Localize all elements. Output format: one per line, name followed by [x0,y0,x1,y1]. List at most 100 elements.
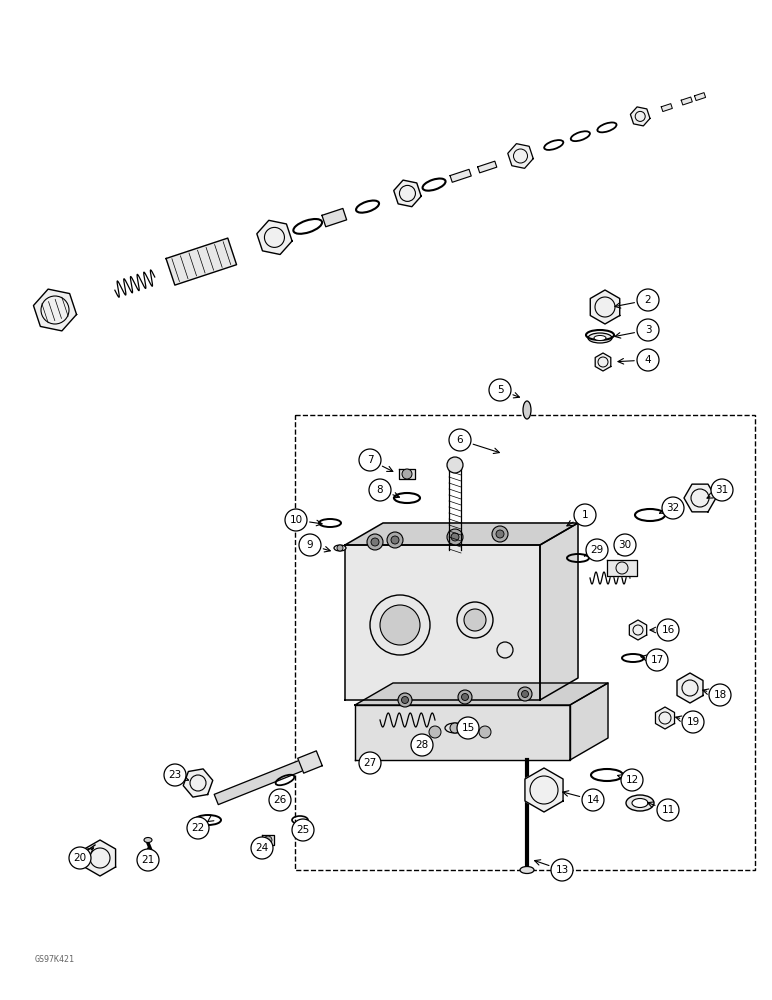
Text: 30: 30 [618,540,631,550]
Ellipse shape [334,545,346,551]
Circle shape [391,536,399,544]
Circle shape [522,690,529,698]
Polygon shape [33,289,76,331]
Text: 19: 19 [686,717,699,727]
Text: 17: 17 [650,655,664,665]
Circle shape [402,469,412,479]
Text: 32: 32 [666,503,679,513]
Polygon shape [183,769,213,797]
Circle shape [447,529,463,545]
Circle shape [662,497,684,519]
Text: 2: 2 [645,295,652,305]
Circle shape [657,799,679,821]
Text: 23: 23 [168,770,181,780]
Circle shape [709,684,731,706]
Circle shape [458,690,472,704]
Text: 16: 16 [662,625,675,635]
Circle shape [621,769,643,791]
Polygon shape [681,97,692,105]
Text: 21: 21 [141,855,154,865]
Circle shape [187,817,209,839]
Circle shape [489,379,511,401]
Circle shape [449,429,471,451]
Polygon shape [677,673,703,703]
Polygon shape [345,523,578,545]
Polygon shape [607,560,637,576]
Polygon shape [655,707,675,729]
Circle shape [264,836,272,844]
Circle shape [518,687,532,701]
Bar [295,415,755,870]
Circle shape [637,349,659,371]
Text: GS97K421: GS97K421 [35,956,75,964]
Polygon shape [478,161,497,173]
Polygon shape [684,484,716,512]
Polygon shape [355,683,608,705]
Text: 13: 13 [555,865,569,875]
Ellipse shape [520,866,534,874]
Text: 24: 24 [256,843,269,853]
Circle shape [299,534,321,556]
Circle shape [369,479,391,501]
Circle shape [646,649,668,671]
Polygon shape [399,469,415,479]
Polygon shape [298,751,322,773]
Polygon shape [214,755,316,805]
Circle shape [582,789,604,811]
Polygon shape [662,104,672,112]
Circle shape [164,764,186,786]
Text: 11: 11 [662,805,675,815]
Ellipse shape [588,333,612,343]
Polygon shape [450,169,471,182]
Ellipse shape [144,838,152,842]
Circle shape [269,789,291,811]
Polygon shape [355,705,570,760]
Circle shape [451,533,459,541]
Circle shape [479,726,491,738]
Circle shape [637,289,659,311]
Text: 9: 9 [306,540,313,550]
Circle shape [657,619,679,641]
Circle shape [450,723,460,733]
Circle shape [682,711,704,733]
Circle shape [285,509,307,531]
Text: 27: 27 [364,758,377,768]
Text: 26: 26 [273,795,286,805]
Circle shape [637,319,659,341]
Polygon shape [84,840,116,876]
Circle shape [551,859,573,881]
Polygon shape [262,835,274,845]
Circle shape [401,696,408,704]
Text: 18: 18 [713,690,726,700]
Text: 1: 1 [581,510,588,520]
Circle shape [447,457,463,473]
Circle shape [411,734,433,756]
Circle shape [492,526,508,542]
Polygon shape [257,220,292,254]
Text: 12: 12 [625,775,638,785]
Polygon shape [345,545,540,700]
Text: 25: 25 [296,825,310,835]
Circle shape [398,693,412,707]
Text: 7: 7 [367,455,374,465]
Text: 4: 4 [645,355,652,365]
Circle shape [380,605,420,645]
Circle shape [251,837,273,859]
Circle shape [387,532,403,548]
Circle shape [586,539,608,561]
Polygon shape [629,620,647,640]
Circle shape [337,545,343,551]
Polygon shape [695,93,706,101]
Circle shape [614,534,636,556]
Ellipse shape [594,336,606,340]
Polygon shape [540,523,578,700]
Text: 14: 14 [587,795,600,805]
Ellipse shape [445,723,465,733]
Polygon shape [631,107,650,126]
Circle shape [69,847,91,869]
Text: 5: 5 [496,385,503,395]
Text: 3: 3 [645,325,652,335]
Polygon shape [595,353,611,371]
Text: 10: 10 [290,515,303,525]
Circle shape [367,534,383,550]
